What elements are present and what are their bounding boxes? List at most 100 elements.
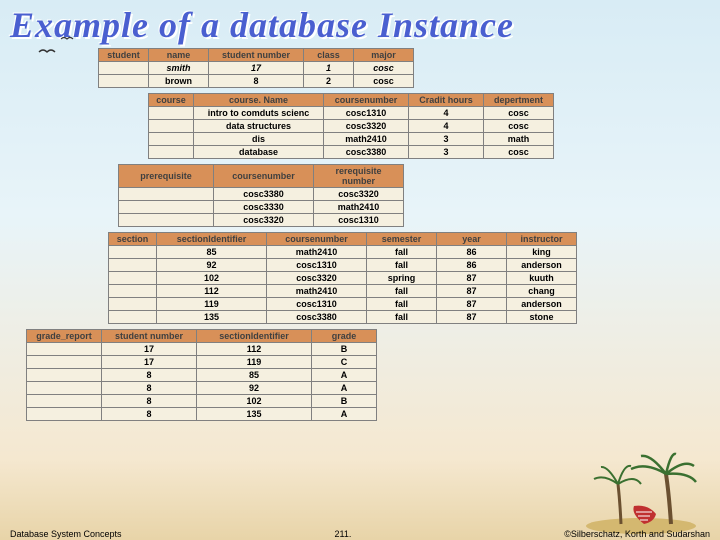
table-row: 892A bbox=[27, 382, 377, 395]
cell: fall bbox=[367, 246, 437, 259]
cell: math2410 bbox=[267, 285, 367, 298]
table-label: section bbox=[109, 233, 157, 246]
cell: 1 bbox=[304, 62, 354, 75]
cell: B bbox=[312, 395, 377, 408]
cell: data structures bbox=[194, 120, 324, 133]
column-header: coursenumber bbox=[324, 94, 409, 107]
table-row: dismath24103math bbox=[149, 133, 554, 146]
cell: cosc3320 bbox=[214, 214, 314, 227]
column-header: semester bbox=[367, 233, 437, 246]
cell: smith bbox=[149, 62, 209, 75]
table-label: student bbox=[99, 49, 149, 62]
row-label-cell bbox=[149, 120, 194, 133]
cell: 112 bbox=[157, 285, 267, 298]
cell: 86 bbox=[437, 246, 507, 259]
cell: cosc3380 bbox=[267, 311, 367, 324]
cell: 85 bbox=[157, 246, 267, 259]
cell: math bbox=[484, 133, 554, 146]
table-row: 92cosc1310fall86anderson bbox=[109, 259, 577, 272]
bird-icon bbox=[60, 32, 74, 46]
column-header: student number bbox=[209, 49, 304, 62]
cell: 102 bbox=[157, 272, 267, 285]
cell: cosc3320 bbox=[324, 120, 409, 133]
cell: 17 bbox=[102, 356, 197, 369]
cell: kuuth bbox=[507, 272, 577, 285]
column-header: depertment bbox=[484, 94, 554, 107]
cell: anderson bbox=[507, 259, 577, 272]
table-row: 102cosc3320spring87kuuth bbox=[109, 272, 577, 285]
cell: 3 bbox=[409, 133, 484, 146]
section-table: sectionsectionIdentifiercoursenumberseme… bbox=[108, 232, 577, 324]
table-row: 85math2410fall86king bbox=[109, 246, 577, 259]
cell: cosc bbox=[354, 62, 414, 75]
cell: math2410 bbox=[267, 246, 367, 259]
row-label-cell bbox=[119, 214, 214, 227]
cell: 135 bbox=[157, 311, 267, 324]
row-label-cell bbox=[27, 395, 102, 408]
cell: 119 bbox=[157, 298, 267, 311]
cell: 135 bbox=[197, 408, 312, 421]
column-header: sectionIdentifier bbox=[157, 233, 267, 246]
cell: 85 bbox=[197, 369, 312, 382]
cell: anderson bbox=[507, 298, 577, 311]
footer: Database System Concepts 211. ©Silbersch… bbox=[0, 529, 720, 539]
footer-center: 211. bbox=[334, 529, 351, 539]
column-header: student number bbox=[102, 330, 197, 343]
cell: 112 bbox=[197, 343, 312, 356]
cell: spring bbox=[367, 272, 437, 285]
cell: 92 bbox=[197, 382, 312, 395]
cell: 17 bbox=[209, 62, 304, 75]
column-header: sectionIdentifier bbox=[197, 330, 312, 343]
row-label-cell bbox=[109, 298, 157, 311]
row-label-cell bbox=[99, 62, 149, 75]
row-label-cell bbox=[109, 285, 157, 298]
table-row: smith171cosc bbox=[99, 62, 414, 75]
cell: chang bbox=[507, 285, 577, 298]
cell: dis bbox=[194, 133, 324, 146]
row-label-cell bbox=[109, 311, 157, 324]
table-label: course bbox=[149, 94, 194, 107]
cell: king bbox=[507, 246, 577, 259]
cell: intro to comduts scienc bbox=[194, 107, 324, 120]
cell: brown bbox=[149, 75, 209, 88]
cell: 87 bbox=[437, 298, 507, 311]
cell: cosc3320 bbox=[267, 272, 367, 285]
cell: 8 bbox=[209, 75, 304, 88]
cell: 87 bbox=[437, 272, 507, 285]
row-label-cell bbox=[109, 272, 157, 285]
student-table-wrap: studentnamestudent numberclassmajorsmith… bbox=[98, 48, 712, 88]
cell: cosc1310 bbox=[324, 107, 409, 120]
cell: B bbox=[312, 343, 377, 356]
cell: cosc bbox=[484, 120, 554, 133]
tables-container: studentnamestudent numberclassmajorsmith… bbox=[0, 46, 720, 421]
cell: 86 bbox=[437, 259, 507, 272]
table-label: grade_report bbox=[27, 330, 102, 343]
table-row: cosc3330math2410 bbox=[119, 201, 404, 214]
table-row: 8135A bbox=[27, 408, 377, 421]
row-label-cell bbox=[27, 382, 102, 395]
grade-table-wrap: grade_reportstudent numbersectionIdentif… bbox=[26, 329, 712, 421]
cell: 87 bbox=[437, 285, 507, 298]
table-row: brown82cosc bbox=[99, 75, 414, 88]
section-table-wrap: sectionsectionIdentifiercoursenumberseme… bbox=[108, 232, 712, 324]
row-label-cell bbox=[149, 146, 194, 159]
cell: A bbox=[312, 408, 377, 421]
footer-right: ©Silberschatz, Korth and Sudarshan bbox=[564, 529, 710, 539]
palm-tree-illustration bbox=[576, 434, 706, 534]
cell: fall bbox=[367, 298, 437, 311]
column-header: instructor bbox=[507, 233, 577, 246]
table-row: intro to comduts scienccosc13104cosc bbox=[149, 107, 554, 120]
cell: A bbox=[312, 382, 377, 395]
column-header: coursenumber bbox=[267, 233, 367, 246]
cell: cosc3330 bbox=[214, 201, 314, 214]
table-row: 17119C bbox=[27, 356, 377, 369]
table-row: databasecosc33803cosc bbox=[149, 146, 554, 159]
table-row: cosc3320cosc1310 bbox=[119, 214, 404, 227]
column-header: name bbox=[149, 49, 209, 62]
cell: cosc1310 bbox=[314, 214, 404, 227]
cell: cosc bbox=[354, 75, 414, 88]
row-label-cell bbox=[27, 408, 102, 421]
table-row: cosc3380cosc3320 bbox=[119, 188, 404, 201]
cell: 8 bbox=[102, 382, 197, 395]
table-row: 119cosc1310fall87anderson bbox=[109, 298, 577, 311]
